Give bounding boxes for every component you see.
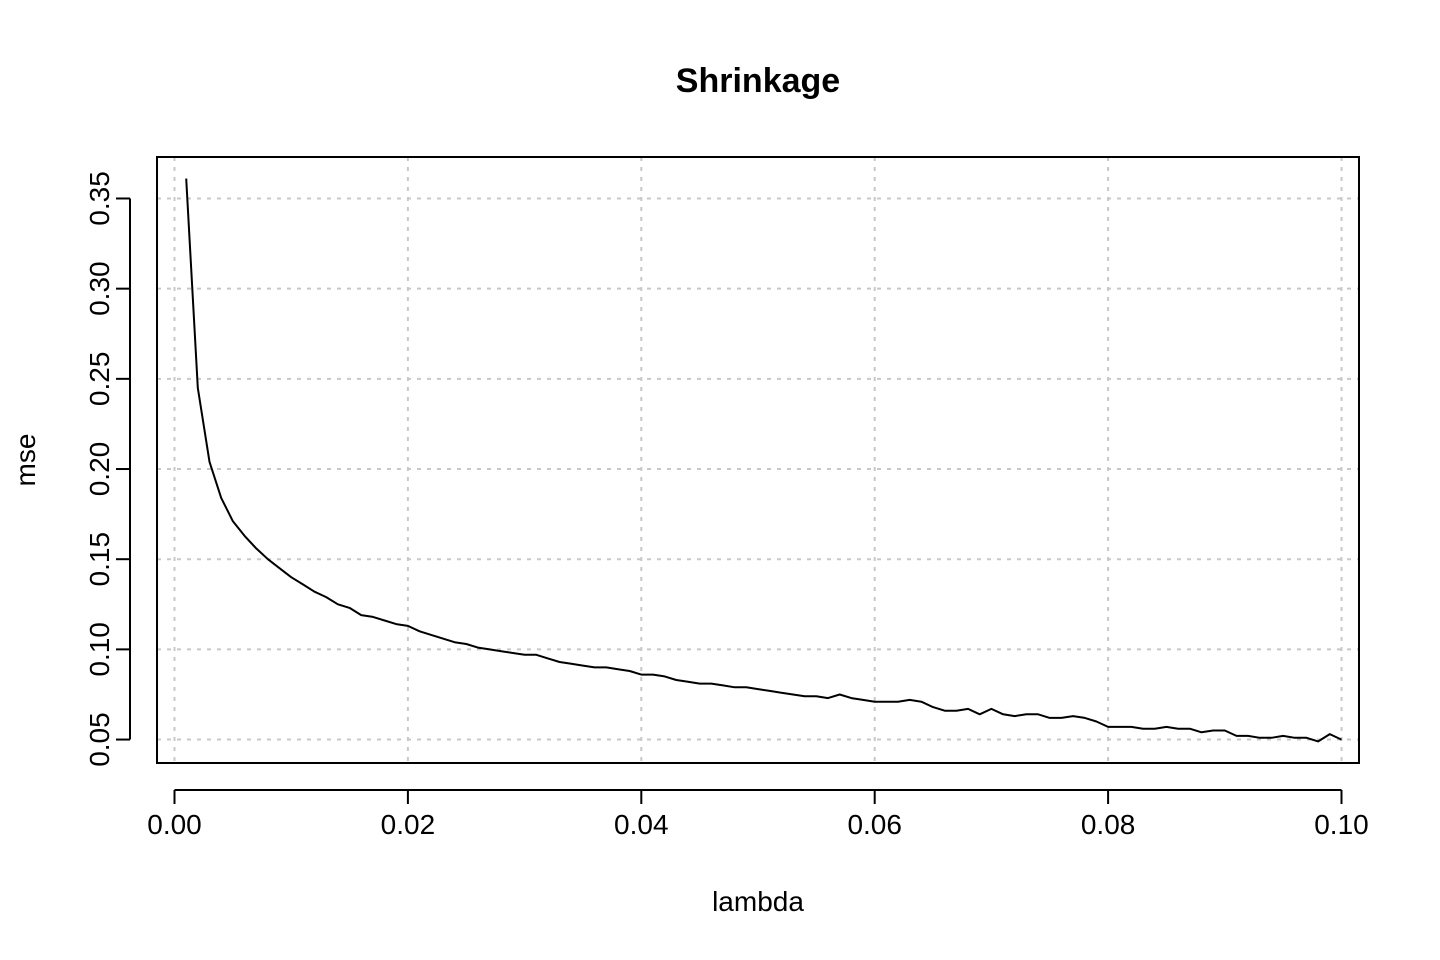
series-line bbox=[185, 178, 1342, 743]
plot-frame bbox=[156, 156, 1360, 764]
series-layer bbox=[185, 178, 1342, 743]
x-tick-label: 0.04 bbox=[614, 809, 669, 840]
y-axis-label: mse bbox=[10, 434, 41, 487]
y-tick-label: 0.30 bbox=[84, 261, 115, 316]
x-tick-label: 0.02 bbox=[381, 809, 436, 840]
y-tick-label: 0.10 bbox=[84, 622, 115, 677]
x-tick-label: 0.10 bbox=[1314, 809, 1369, 840]
chart-title: Shrinkage bbox=[676, 62, 840, 100]
x-axis-label: lambda bbox=[712, 886, 804, 917]
x-axis: 0.00 0.02 0.04 0.06 0.08 0.10 bbox=[147, 789, 1369, 840]
x-tick-label: 0.00 bbox=[147, 809, 202, 840]
y-axis: 0.05 0.10 0.15 0.20 0.25 0.30 0.35 bbox=[84, 171, 131, 767]
x-tick-label: 0.08 bbox=[1081, 809, 1136, 840]
x-tick-label: 0.06 bbox=[847, 809, 902, 840]
y-tick-label: 0.35 bbox=[84, 171, 115, 226]
y-tick-label: 0.05 bbox=[84, 712, 115, 767]
y-tick-label: 0.20 bbox=[84, 442, 115, 497]
grid bbox=[157, 157, 1359, 763]
y-tick-label: 0.25 bbox=[84, 352, 115, 407]
y-tick-label: 0.15 bbox=[84, 532, 115, 587]
